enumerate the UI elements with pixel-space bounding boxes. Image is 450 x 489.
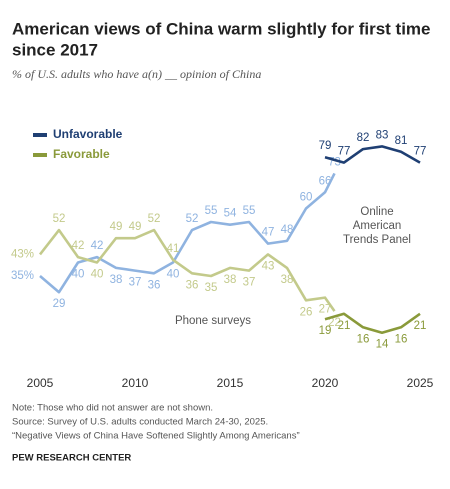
data-label: 77 (414, 146, 427, 158)
data-label: 37 (129, 277, 142, 289)
data-label: 54 (224, 208, 237, 220)
data-label: 27 (319, 304, 332, 316)
annotation: American (353, 220, 402, 232)
data-label: 16 (357, 333, 370, 345)
data-label: 22 (328, 317, 341, 329)
data-label: 36 (186, 279, 199, 291)
data-label: 43 (262, 260, 275, 272)
data-label: 52 (186, 213, 199, 225)
data-label: 43% (11, 248, 34, 260)
data-label: 14 (376, 339, 389, 351)
x-tick-label: 2010 (122, 376, 149, 390)
data-label: 40 (91, 269, 104, 281)
data-label: 35% (11, 270, 34, 282)
data-label: 52 (53, 213, 66, 225)
data-label: 55 (205, 205, 218, 217)
chart-title: American views of China warm slightly fo… (12, 19, 431, 38)
data-label: 66 (319, 175, 332, 187)
data-label: 48 (281, 224, 294, 236)
annotation: Trends Panel (343, 234, 411, 246)
note: Source: Survey of U.S. adults conducted … (12, 417, 268, 428)
data-label: 21 (414, 320, 427, 332)
legend-label: Favorable (53, 147, 110, 161)
annotation: Online (360, 206, 393, 218)
series-line (39, 172, 336, 294)
annotation: Phone surveys (175, 315, 251, 327)
data-label: 35 (205, 282, 218, 294)
x-tick-label: 2005 (27, 376, 54, 390)
series-line (324, 312, 421, 334)
data-label: 47 (262, 227, 275, 239)
chart-subtitle: % of U.S. adults who have a(n) __ opinio… (12, 67, 261, 81)
source: PEW RESEARCH CENTER (12, 453, 131, 464)
x-tick-label: 2025 (407, 376, 434, 390)
note: Note: Those who did not answer are not s… (12, 403, 213, 414)
data-label: 40 (167, 269, 180, 281)
data-label: 38 (281, 274, 294, 286)
data-label: 41 (167, 243, 180, 255)
data-label: 38 (224, 274, 237, 286)
series-line (324, 145, 421, 164)
data-label: 16 (395, 333, 408, 345)
data-label: 42 (91, 240, 104, 252)
x-tick-label: 2020 (312, 376, 339, 390)
data-label: 82 (357, 132, 370, 144)
data-label: 26 (300, 306, 313, 318)
data-label: 19 (319, 325, 332, 337)
data-label: 37 (243, 277, 256, 289)
data-label: 38 (110, 274, 123, 286)
data-label: 40 (72, 269, 85, 281)
data-label: 21 (338, 320, 351, 332)
data-label: 55 (243, 205, 256, 217)
data-label: 81 (395, 135, 408, 147)
data-label: 49 (129, 221, 142, 233)
x-tick-label: 2015 (217, 376, 244, 390)
note: “Negative Views of China Have Softened S… (12, 431, 300, 442)
legend-label: Unfavorable (53, 127, 123, 141)
data-label: 36 (148, 279, 161, 291)
chart-title: since 2017 (12, 40, 98, 59)
data-label: 79 (319, 140, 332, 152)
data-label: 49 (110, 221, 123, 233)
data-label: 42 (72, 240, 85, 252)
data-label: 83 (376, 129, 389, 141)
data-label: 60 (300, 192, 313, 204)
data-label: 77 (338, 146, 351, 158)
data-label: 52 (148, 213, 161, 225)
series-line (38, 228, 336, 312)
data-label: 29 (53, 298, 66, 310)
